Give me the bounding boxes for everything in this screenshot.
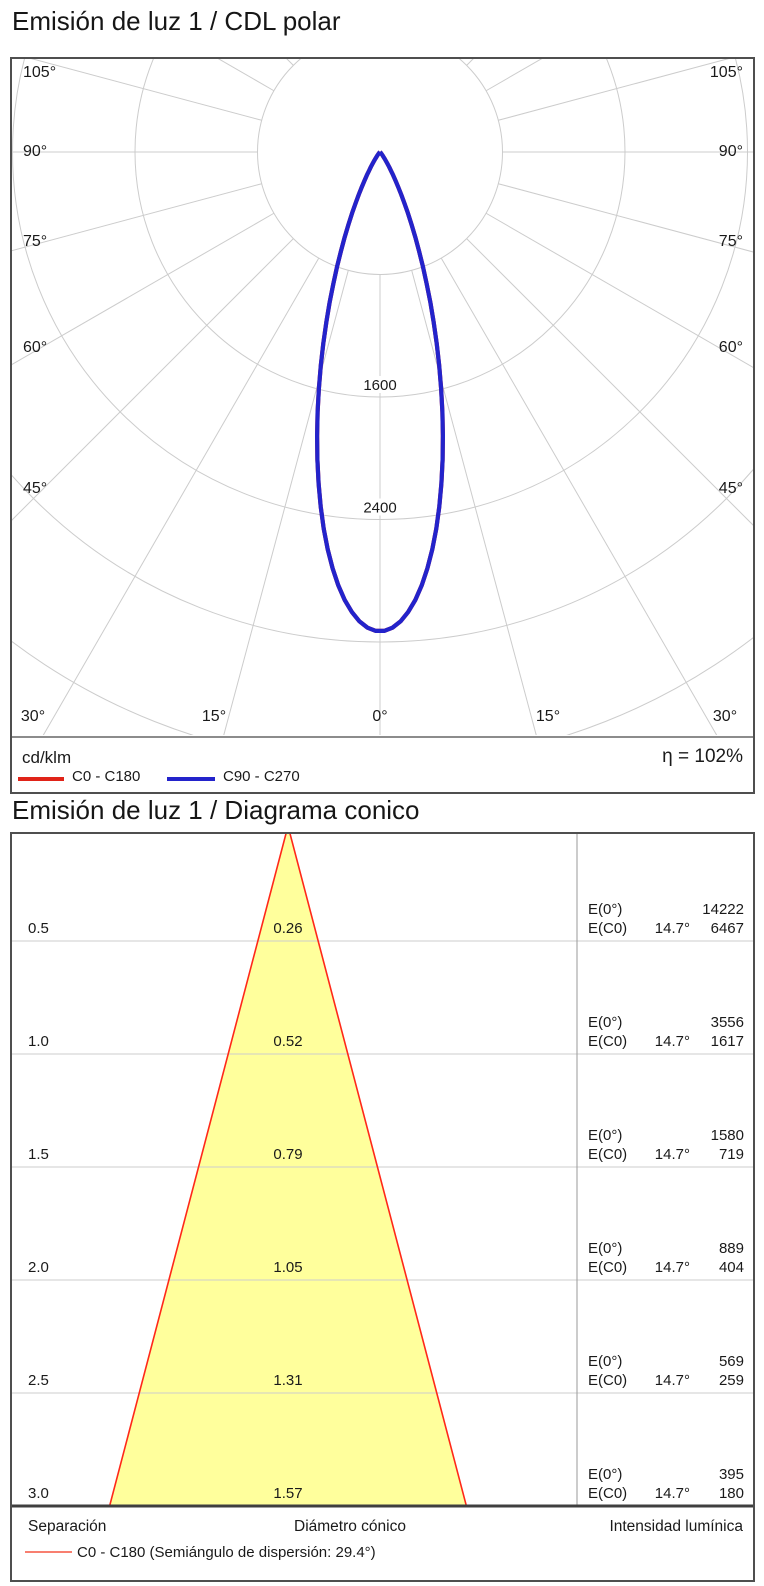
angle-label-left: 45° [23, 480, 47, 497]
polar-grid-ray [440, 257, 718, 735]
cone-diameter-value: 1.31 [273, 1372, 302, 1389]
legend-line-c90-c270 [167, 777, 215, 781]
polar-grid-ray [485, 212, 753, 368]
polar-grid-ray [12, 212, 275, 366]
ec0-angle: 14.7° [655, 1372, 690, 1389]
legend-label-c0-c180: C0 - C180 [72, 768, 141, 785]
polar-grid-ray [498, 59, 730, 121]
e0-label: E(0°) [588, 901, 622, 918]
polar-intensity-chart: 1600 2400 105° 90° 75° 60° 45° 105° 90° 75° 60° 45°… [10, 57, 755, 794]
angle-label-right: 105° [710, 64, 743, 81]
angle-label-bottom: 15° [202, 708, 226, 725]
legend-label-c90-c270: C90 - C270 [223, 768, 300, 785]
angle-label-bottom: 30° [713, 708, 737, 725]
cone-diameter-value: 0.26 [273, 920, 302, 937]
ec0-angle: 14.7° [655, 920, 690, 937]
ec0-label: E(C0) [588, 1033, 627, 1050]
ec0-value: 259 [719, 1372, 744, 1389]
polar-grid-ray [411, 270, 537, 735]
e0-value: 14222 [702, 901, 744, 918]
e0-value: 1580 [711, 1127, 744, 1144]
polar-curve-c90-c270 [315, 150, 445, 633]
angle-label-right: 90° [719, 143, 743, 160]
separation-value: 3.0 [28, 1485, 49, 1502]
angle-label-left: 75° [23, 233, 47, 250]
e0-label: E(0°) [588, 1014, 622, 1031]
cone-chart-border [10, 832, 755, 1582]
cone-legend-line [25, 1551, 72, 1553]
e0-label: E(0°) [588, 1353, 622, 1370]
polar-grid-ray [498, 183, 753, 253]
ec0-label: E(C0) [588, 1372, 627, 1389]
polar-unit-label: cd/klm [22, 748, 72, 767]
angle-label-left: 60° [23, 339, 47, 356]
ring-value-label: 1600 [363, 377, 396, 394]
ec0-value: 1617 [711, 1033, 744, 1050]
e0-value: 569 [719, 1353, 744, 1370]
e0-value: 3556 [711, 1014, 744, 1031]
angle-label-right: 75° [719, 233, 743, 250]
separation-value: 1.5 [28, 1146, 49, 1163]
light-output-ratio: η = 102% [662, 746, 743, 767]
polar-grid [12, 59, 753, 735]
angle-label-right: 45° [719, 480, 743, 497]
polar-grid-ray [223, 270, 349, 735]
cone-diameter-value: 0.79 [273, 1146, 302, 1163]
legend-line-c0-c180 [18, 777, 64, 781]
e0-label: E(0°) [588, 1240, 622, 1257]
polar-grid-ring [257, 59, 503, 275]
separation-value: 1.0 [28, 1033, 49, 1050]
diameter-column-header: Diámetro cónico [294, 1518, 406, 1535]
e0-value: 395 [719, 1466, 744, 1483]
ec0-angle: 14.7° [655, 1146, 690, 1163]
intensity-column-header: Intensidad lumínica [609, 1518, 743, 1535]
ring-label-mask [356, 376, 404, 393]
angle-label-bottom: 30° [21, 708, 45, 725]
polar-chart-border [10, 57, 755, 794]
cone-diameter-value: 1.05 [273, 1259, 302, 1276]
polar-grid-ray [466, 238, 753, 526]
cone-footer-strip: Separación Diámetro cónico Intensidad lu… [10, 1506, 755, 1582]
angle-label-right: 60° [719, 339, 743, 356]
polar-legend-strip: cd/klm η = 102% C0 - C180 C90 - C270 [10, 737, 755, 794]
polar-grid-ray [12, 238, 294, 521]
polar-grid-ray [30, 59, 262, 121]
ring-label-mask [356, 498, 404, 516]
cone-diameter-value: 0.52 [273, 1033, 302, 1050]
angle-label-bottom: 0° [372, 708, 387, 725]
ec0-label: E(C0) [588, 1259, 627, 1276]
separation-value: 2.5 [28, 1372, 49, 1389]
ec0-value: 6467 [711, 920, 744, 937]
ec0-angle: 14.7° [655, 1259, 690, 1276]
ec0-value: 404 [719, 1259, 744, 1276]
angle-label-left: 105° [23, 64, 56, 81]
ring-value-label: 2400 [363, 500, 396, 517]
e0-label: E(0°) [588, 1127, 622, 1144]
cone-diagram-chart: 0.5 0.26 E(0°) 14222 E(C0) 14.7° 6467 1.0 0.52 E(… [10, 832, 755, 1582]
separation-value: 2.0 [28, 1259, 49, 1276]
polar-section-title: Emisión de luz 1 / CDL polar [12, 6, 341, 36]
polar-grid-ring [12, 468, 753, 643]
ec0-value: 180 [719, 1485, 744, 1502]
beam-cone-outline [109, 834, 467, 1505]
angle-label-left: 90° [23, 143, 47, 160]
e0-value: 889 [719, 1240, 744, 1257]
ec0-angle: 14.7° [655, 1033, 690, 1050]
ec0-angle: 14.7° [655, 1485, 690, 1502]
cone-legend-label: C0 - C180 (Semiángulo de dispersión: 29.… [77, 1544, 376, 1561]
separation-value: 0.5 [28, 920, 49, 937]
ec0-value: 719 [719, 1146, 744, 1163]
polar-grid-ray [42, 257, 320, 735]
separation-column-header: Separación [28, 1518, 107, 1535]
cone-diameter-value: 1.57 [273, 1485, 302, 1502]
ec0-label: E(C0) [588, 920, 627, 937]
e0-label: E(0°) [588, 1466, 622, 1483]
beam-cone-fill [109, 834, 467, 1505]
ec0-label: E(C0) [588, 1485, 627, 1502]
angle-label-bottom: 15° [536, 708, 560, 725]
polar-grid-ray [12, 183, 262, 252]
cone-section-title: Emisión de luz 1 / Diagrama conico [12, 795, 420, 825]
ec0-label: E(C0) [588, 1146, 627, 1163]
